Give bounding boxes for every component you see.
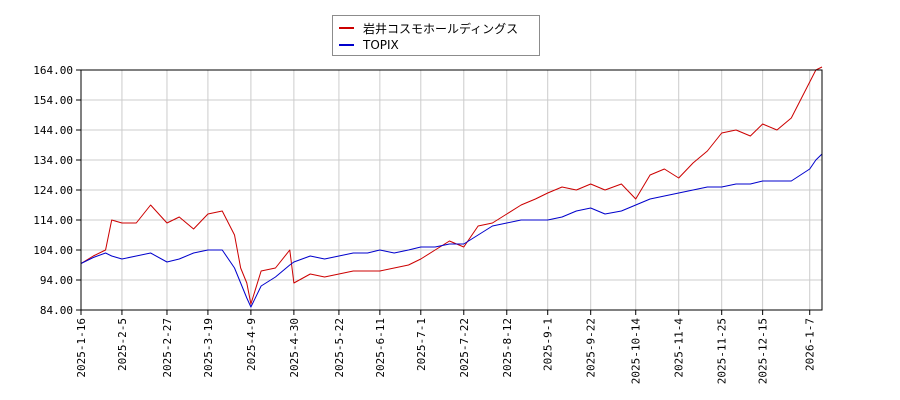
grid-lines bbox=[80, 69, 822, 311]
x-tick-label: 2025-7-22 bbox=[458, 318, 471, 378]
x-tick-label: 2025-10-14 bbox=[630, 318, 643, 385]
y-tick-label: 154.00 bbox=[33, 94, 73, 107]
y-tick-label: 134.00 bbox=[33, 154, 73, 167]
legend-label-series-2: TOPIX bbox=[363, 38, 399, 52]
y-tick-label: 164.00 bbox=[33, 64, 73, 77]
y-tick-label: 114.00 bbox=[33, 214, 73, 227]
x-tick-label: 2026-1-7 bbox=[804, 318, 817, 371]
series-line-1 bbox=[80, 66, 823, 305]
x-tick-label: 2025-9-22 bbox=[585, 318, 598, 378]
x-tick-label: 2025-9-1 bbox=[542, 318, 555, 371]
x-tick-label: 2025-6-11 bbox=[374, 318, 387, 378]
legend-label-series-1: 岩井コスモホールディングス bbox=[363, 21, 519, 36]
x-tick-label: 2025-2-27 bbox=[161, 318, 174, 378]
x-tick-label: 2025-4-9 bbox=[245, 318, 258, 371]
x-tick-label: 2025-11-25 bbox=[716, 318, 729, 384]
legend-item-series-2: TOPIX bbox=[339, 37, 399, 53]
y-tick-label: 124.00 bbox=[33, 184, 73, 197]
legend-swatch-series-1 bbox=[339, 27, 354, 29]
x-tick-label: 2025-12-15 bbox=[757, 318, 770, 384]
legend-swatch-series-2 bbox=[339, 44, 354, 46]
y-axis: 84.00 94.00 104.00 114.00 124.00 134.00 144.00… bbox=[33, 64, 81, 317]
y-tick-label: 84.00 bbox=[40, 304, 73, 317]
x-tick-label: 2025-11-4 bbox=[673, 318, 686, 378]
series-line-2 bbox=[80, 153, 823, 308]
series-lines bbox=[80, 66, 823, 308]
y-tick-label: 144.00 bbox=[33, 124, 73, 137]
chart-legend: 岩井コスモホールディングス TOPIX bbox=[332, 15, 540, 56]
x-tick-label: 2025-4-30 bbox=[288, 318, 301, 378]
x-axis: 2025-1-16 2025-2-5 2025-2-27 2025-3-19 2025-… bbox=[75, 310, 817, 384]
y-tick-label: 94.00 bbox=[40, 274, 73, 287]
x-tick-label: 2025-7-1 bbox=[415, 318, 428, 371]
x-tick-label: 2025-2-5 bbox=[116, 318, 129, 371]
legend-item-series-1: 岩井コスモホールディングス bbox=[339, 20, 518, 36]
x-tick-label: 2025-1-16 bbox=[75, 318, 88, 378]
x-tick-label: 2025-3-19 bbox=[202, 318, 215, 378]
x-tick-label: 2025-5-22 bbox=[333, 318, 346, 378]
y-tick-label: 104.00 bbox=[33, 244, 73, 257]
x-tick-label: 2025-8-12 bbox=[501, 318, 514, 378]
